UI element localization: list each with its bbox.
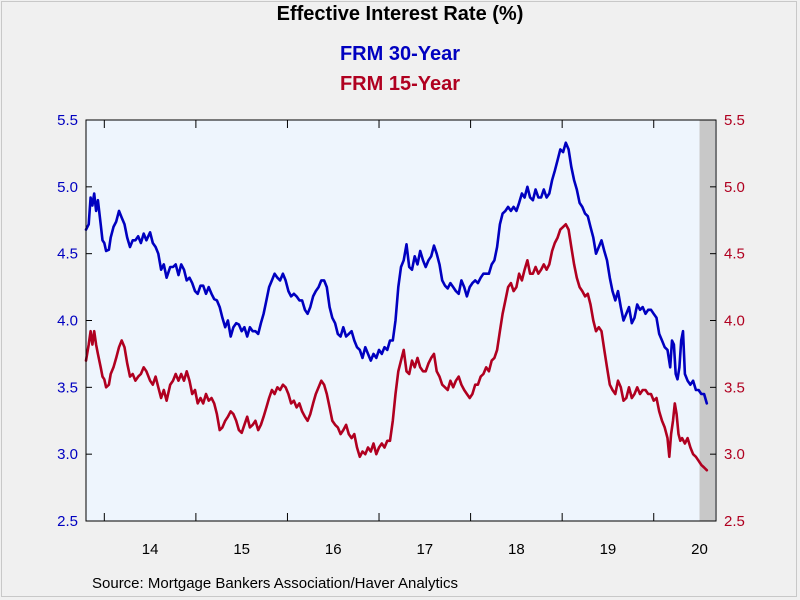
legend-entry-frm-30-year: FRM 30-Year: [339, 43, 461, 65]
y-tick-label-right: 3.0: [724, 446, 745, 463]
y-tick-label-left: 5.5: [57, 112, 78, 129]
y-axis-right: 2.5 3.0 3.5 4.0 4.5 5.0 5.5: [710, 112, 745, 530]
y-tick-label-right: 4.5: [724, 246, 745, 263]
y-tick-label-left: 5.0: [57, 179, 78, 196]
recession-shading-group: [699, 120, 716, 521]
y-tick-label-right: 2.5: [724, 513, 745, 530]
x-minor-ticks: [103, 120, 655, 521]
x-tick-label: 15: [233, 541, 250, 558]
source-note: Source: Mortgage Bankers Association/Hav…: [92, 575, 459, 592]
y-tick-label-left: 4.5: [57, 246, 78, 263]
plot-border: [85, 119, 717, 522]
y-tick-label-right: 3.5: [724, 379, 745, 396]
y-tick-label-left: 3.0: [57, 446, 78, 463]
y-tick-label-right: 5.0: [724, 179, 745, 196]
y-tick-label-right: 5.5: [724, 112, 745, 129]
series-lines: [84, 141, 709, 472]
chart-title: Effective Interest Rate (%): [276, 3, 524, 25]
x-tick-label: 17: [416, 541, 433, 558]
x-tick-label: 18: [508, 541, 525, 558]
legend-entry-frm-15-year: FRM 15-Year: [339, 73, 461, 95]
x-tick-label: 16: [325, 541, 342, 558]
x-tick-label: 19: [600, 541, 617, 558]
recession-shading: [699, 120, 716, 521]
series-line-frm-15-year: [84, 223, 709, 472]
x-axis: 14 15 16 17 18 19 20: [142, 541, 708, 558]
y-tick-label-left: 4.0: [57, 313, 78, 330]
plot-area: [86, 120, 716, 521]
x-tick-label: 20: [691, 541, 708, 558]
series-line-frm-30-year: [84, 141, 709, 405]
y-tick-label-left: 2.5: [57, 513, 78, 530]
y-tick-label-left: 3.5: [57, 379, 78, 396]
x-tick-label: 14: [142, 541, 159, 558]
y-tick-label-right: 4.0: [724, 313, 745, 330]
